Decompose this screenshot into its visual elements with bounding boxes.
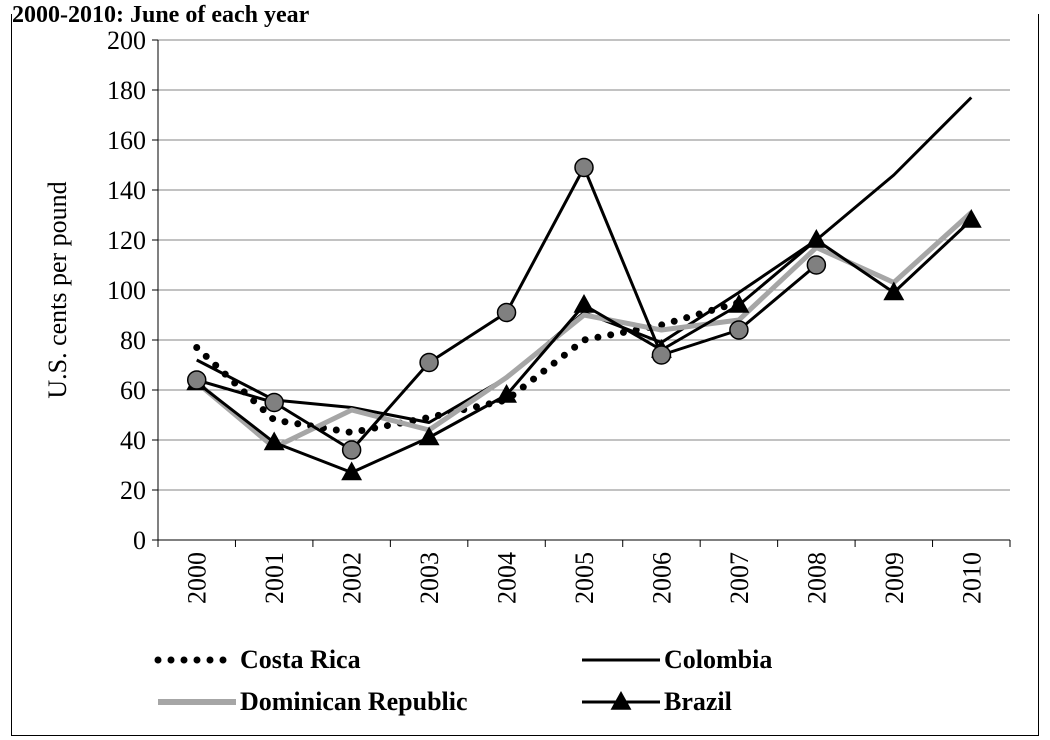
x-tick-label: 2009 xyxy=(880,552,909,604)
y-tick-label: 160 xyxy=(107,126,146,155)
y-tick-label: 180 xyxy=(107,76,146,105)
circle-marker xyxy=(651,345,672,365)
axes: 0 20 40 60 80 100 120 140 160 180 200 2000 2001 2002 2… xyxy=(43,26,1011,604)
chart-title: 2000-2010: June of each year xyxy=(12,2,310,28)
y-tick-label: 40 xyxy=(120,426,146,455)
y-tick-label: 140 xyxy=(107,176,146,205)
legend-label-costa-rica: Costa Rica xyxy=(240,645,361,674)
legend-marker-brazil xyxy=(610,691,632,710)
x-tick-label: 2002 xyxy=(338,552,367,604)
x-tick-label: 2004 xyxy=(493,552,522,604)
circle-marker xyxy=(264,392,284,413)
circle-marker xyxy=(574,157,594,178)
series-line-brazil xyxy=(195,218,973,474)
y-tick-label: 80 xyxy=(120,326,146,355)
circle-marker xyxy=(186,370,207,390)
y-axis-label: U.S. cents per pound xyxy=(43,181,72,398)
series-markers xyxy=(186,157,982,481)
series-lines xyxy=(193,96,973,474)
x-tick-label: 2008 xyxy=(802,552,831,604)
y-tick-label: 0 xyxy=(133,526,146,555)
series-line-dominican-republic xyxy=(195,210,973,450)
legend: Costa Rica Colombia Dominican Republic Braz… xyxy=(154,645,772,716)
circle-marker xyxy=(419,352,439,373)
x-tick-label: 2005 xyxy=(570,552,599,604)
brazil-marker xyxy=(960,209,982,228)
brazil-marker xyxy=(805,229,827,248)
series-line-colombia xyxy=(196,96,973,424)
y-tick-label: 120 xyxy=(107,226,146,255)
brazil-marker xyxy=(883,281,905,301)
x-tick-label: 2006 xyxy=(647,552,676,604)
chart-frame: 2000-2010: June of each year 0 20 40 60 80 10… xyxy=(11,2,1039,736)
legend-label-brazil: Brazil xyxy=(664,687,732,716)
grid-lines xyxy=(158,39,1010,491)
y-tick-label: 200 xyxy=(107,26,146,55)
brazil-marker xyxy=(573,294,595,313)
y-tick-label: 20 xyxy=(120,476,146,505)
legend-label-colombia: Colombia xyxy=(664,645,772,674)
brazil-marker xyxy=(728,294,750,313)
circle-marker xyxy=(496,302,517,323)
x-tick-label: 2010 xyxy=(957,552,986,604)
circle-marker xyxy=(729,320,749,340)
x-tick-label: 2000 xyxy=(183,552,212,604)
brazil-marker xyxy=(496,384,517,403)
x-tick-label: 2003 xyxy=(415,552,444,604)
x-tick-label: 2001 xyxy=(260,552,289,604)
y-tick-label: 60 xyxy=(120,376,146,405)
brazil-marker xyxy=(263,431,285,451)
legend-label-dominican-republic: Dominican Republic xyxy=(240,687,468,716)
circle-marker xyxy=(341,440,362,460)
x-tick-label: 2007 xyxy=(725,552,754,604)
brazil-marker xyxy=(341,461,363,481)
circle-marker xyxy=(806,255,827,275)
y-tick-label: 100 xyxy=(107,276,146,305)
brazil-marker xyxy=(418,426,440,446)
series-line-costa-rica xyxy=(193,299,743,437)
chart-svg: 0 20 40 60 80 100 120 140 160 180 200 2000 2001 2002 2… xyxy=(43,26,1011,716)
